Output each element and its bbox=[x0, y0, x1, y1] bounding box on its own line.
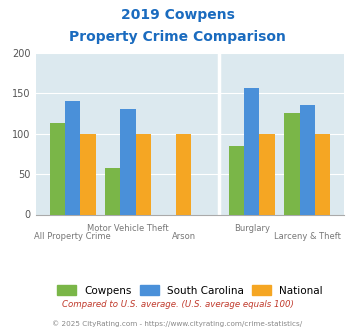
Text: © 2025 CityRating.com - https://www.cityrating.com/crime-statistics/: © 2025 CityRating.com - https://www.city… bbox=[53, 320, 302, 327]
Text: Arson: Arson bbox=[171, 232, 196, 241]
Text: Property Crime Comparison: Property Crime Comparison bbox=[69, 30, 286, 44]
Bar bbox=[80, 134, 95, 214]
Text: Burglary: Burglary bbox=[234, 224, 270, 233]
Bar bbox=[244, 87, 260, 214]
Text: Motor Vehicle Theft: Motor Vehicle Theft bbox=[87, 224, 169, 233]
Bar bbox=[176, 134, 191, 214]
Text: Larceny & Theft: Larceny & Theft bbox=[274, 232, 341, 241]
Bar bbox=[260, 134, 275, 214]
Bar bbox=[50, 123, 65, 214]
Bar bbox=[284, 114, 300, 214]
Bar bbox=[229, 146, 244, 214]
Bar bbox=[105, 168, 120, 215]
Text: Compared to U.S. average. (U.S. average equals 100): Compared to U.S. average. (U.S. average … bbox=[61, 300, 294, 309]
Text: 2019 Cowpens: 2019 Cowpens bbox=[121, 8, 234, 22]
Bar bbox=[315, 134, 330, 214]
Legend: Cowpens, South Carolina, National: Cowpens, South Carolina, National bbox=[53, 281, 327, 300]
Text: All Property Crime: All Property Crime bbox=[34, 232, 111, 241]
Bar bbox=[300, 105, 315, 214]
Bar bbox=[120, 109, 136, 214]
Bar bbox=[136, 134, 151, 214]
Bar bbox=[65, 101, 80, 214]
